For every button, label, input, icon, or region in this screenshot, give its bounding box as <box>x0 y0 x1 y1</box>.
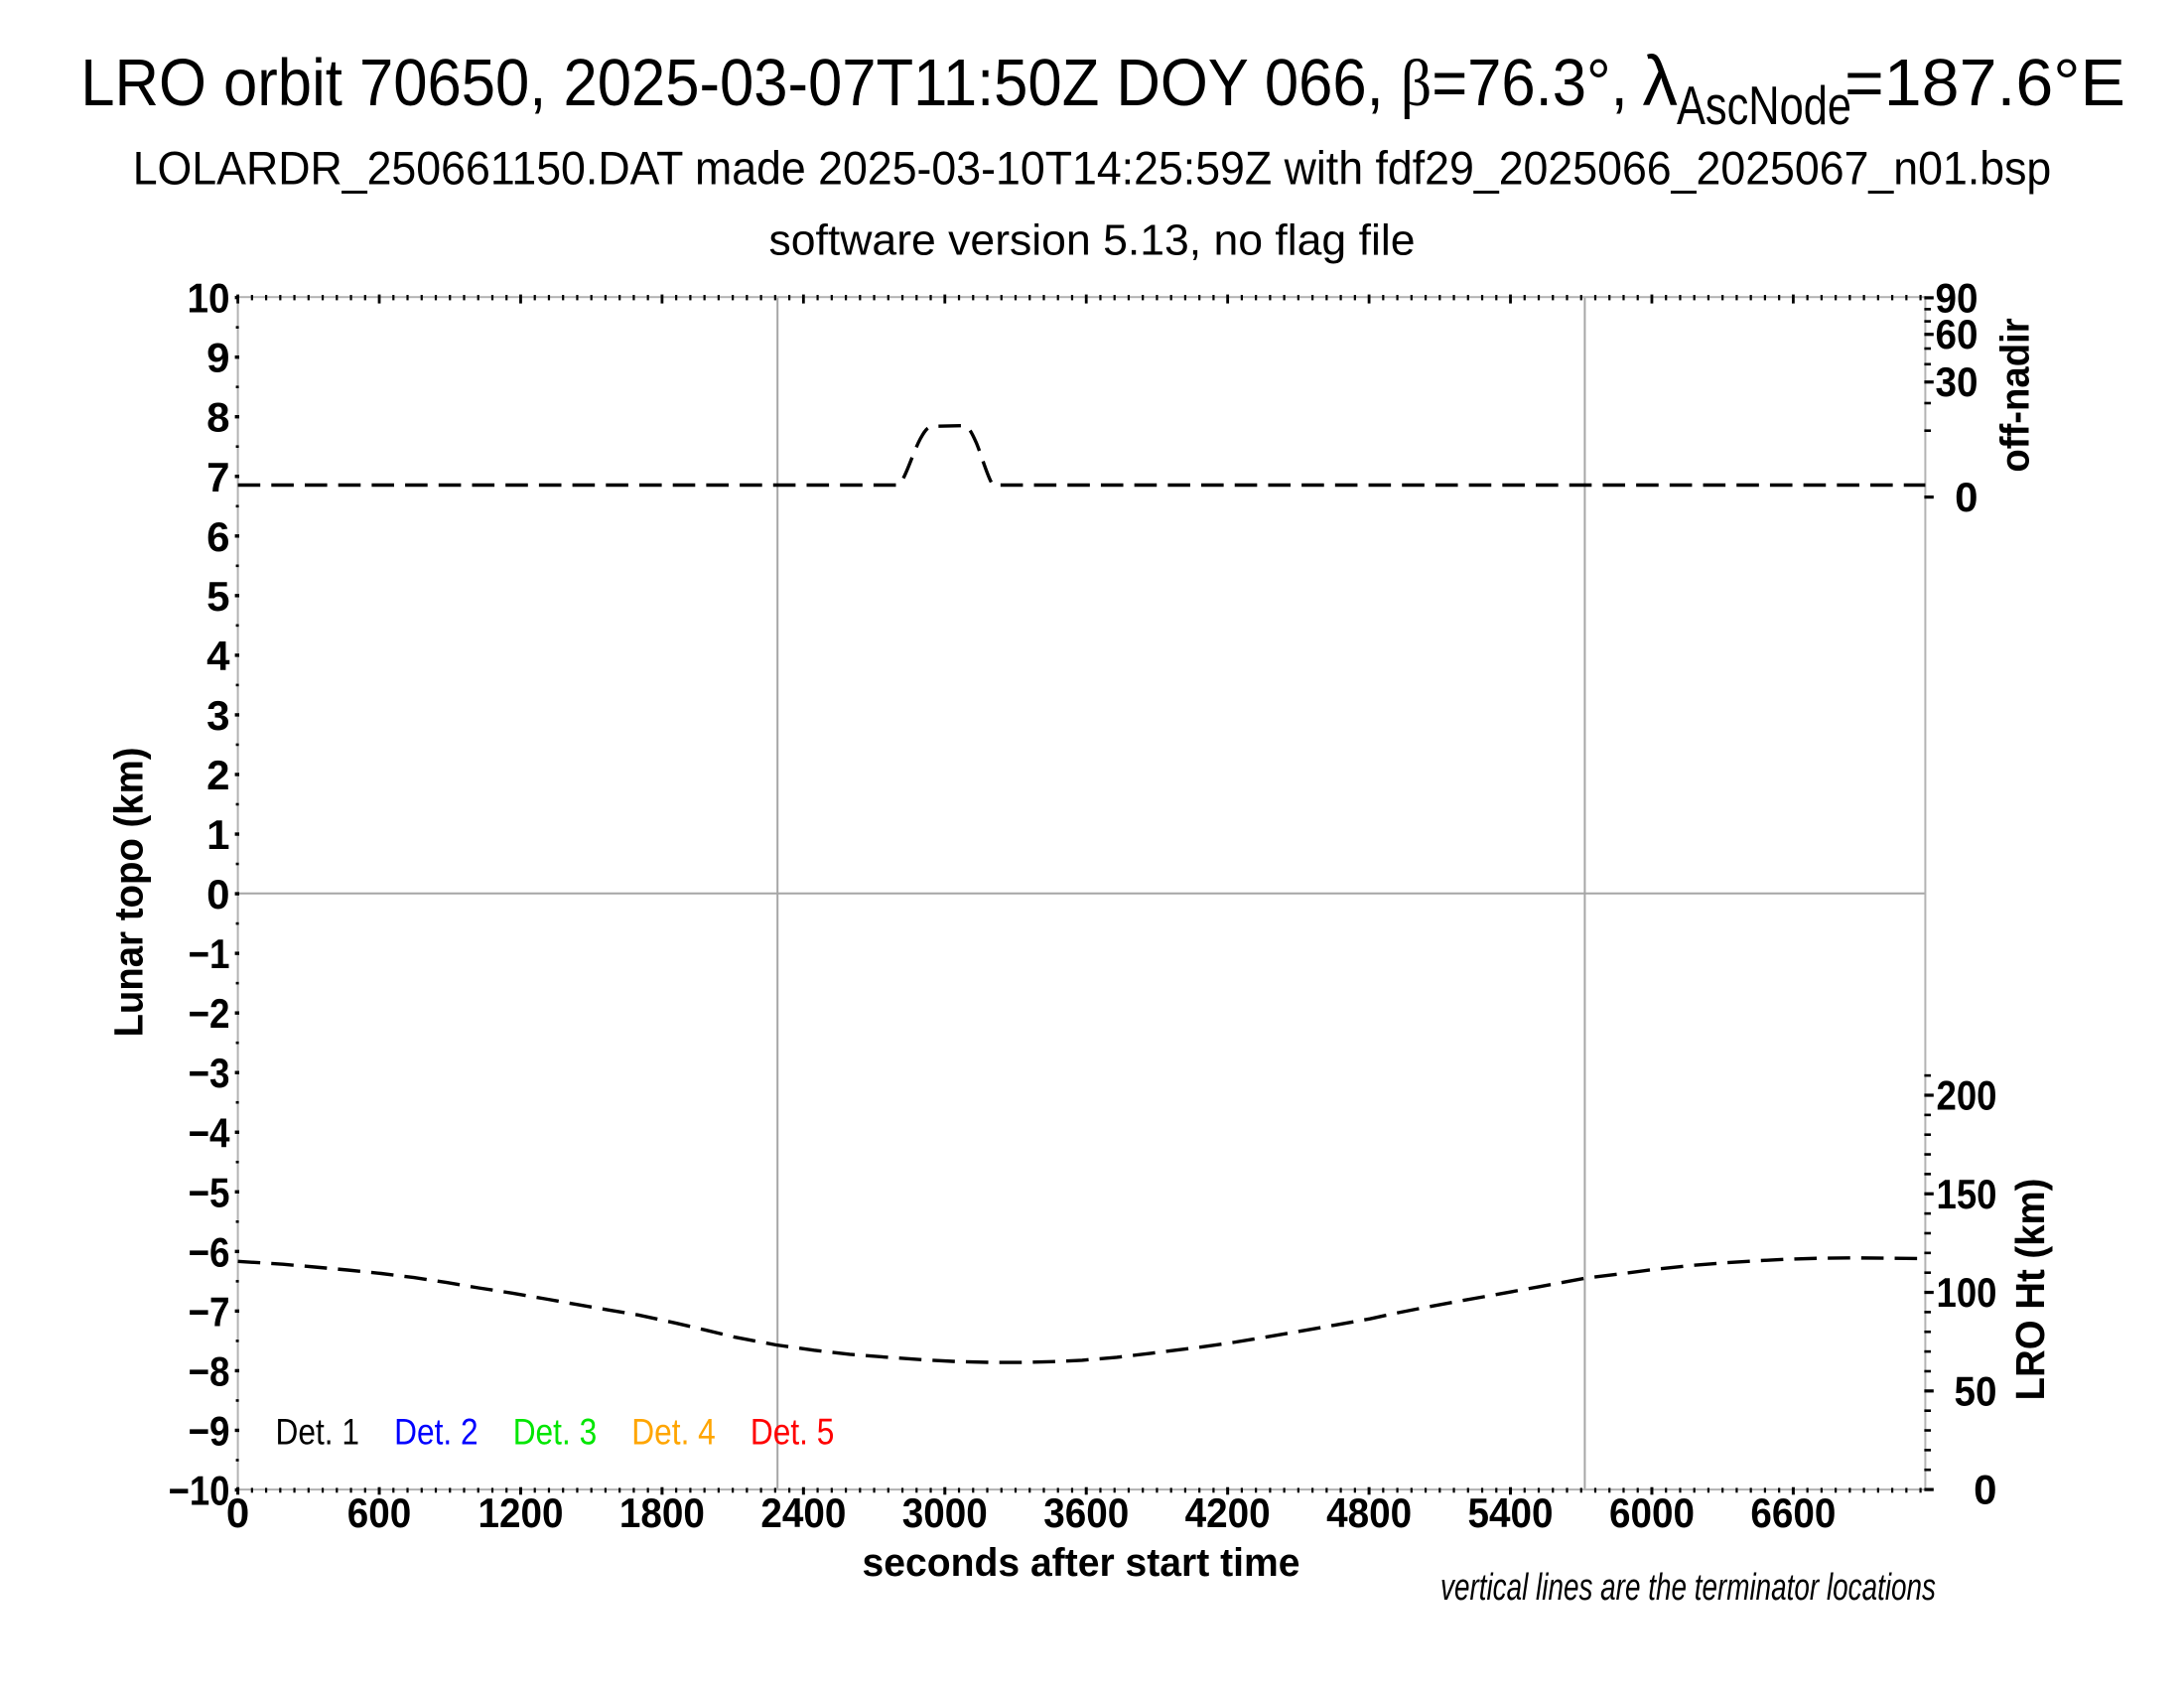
svg-text:software version 5.13, no flag: software version 5.13, no flag file <box>769 217 1416 265</box>
svg-text:Det. 2: Det. 2 <box>394 1410 478 1452</box>
svg-text:2: 2 <box>206 752 229 798</box>
svg-text:0: 0 <box>226 1489 249 1536</box>
svg-text:3600: 3600 <box>1043 1489 1129 1536</box>
svg-text:−6: −6 <box>189 1228 230 1275</box>
svg-text:3000: 3000 <box>902 1489 988 1536</box>
svg-text:Lunar topo (km): Lunar topo (km) <box>106 748 152 1038</box>
svg-text:Det. 3: Det. 3 <box>513 1410 598 1452</box>
svg-text:4: 4 <box>206 633 230 679</box>
svg-text:7: 7 <box>206 454 229 500</box>
svg-text:10: 10 <box>188 275 230 322</box>
svg-text:0: 0 <box>206 871 229 917</box>
svg-text:λ: λ <box>1643 43 1679 121</box>
svg-text:seconds after start time: seconds after start time <box>863 1541 1300 1585</box>
svg-text:2400: 2400 <box>760 1489 846 1536</box>
svg-text:−2: −2 <box>189 990 230 1037</box>
svg-text:−1: −1 <box>189 930 230 977</box>
svg-text:4800: 4800 <box>1326 1489 1412 1536</box>
svg-text:60: 60 <box>1936 311 1979 357</box>
svg-text:200: 200 <box>1937 1071 1997 1118</box>
svg-text:6000: 6000 <box>1609 1489 1695 1536</box>
svg-text:−9: −9 <box>189 1407 230 1454</box>
svg-text:5: 5 <box>206 573 229 620</box>
svg-text:−10: −10 <box>169 1468 230 1514</box>
svg-text:LRO Ht (km): LRO Ht (km) <box>2007 1179 2053 1401</box>
svg-text:150: 150 <box>1937 1171 1997 1217</box>
svg-text:−3: −3 <box>189 1050 230 1096</box>
svg-text:=187.6°E: =187.6°E <box>1844 46 2125 120</box>
svg-text:Det. 1: Det. 1 <box>276 1410 360 1452</box>
svg-text:3: 3 <box>206 692 229 739</box>
svg-text:8: 8 <box>206 394 229 441</box>
svg-text:0: 0 <box>1955 474 1978 520</box>
svg-text:6600: 6600 <box>1750 1489 1836 1536</box>
svg-text:100: 100 <box>1937 1269 1997 1316</box>
svg-text:1800: 1800 <box>619 1489 705 1536</box>
svg-text:6: 6 <box>206 513 229 560</box>
svg-text:−4: −4 <box>189 1109 231 1156</box>
svg-text:1200: 1200 <box>478 1489 563 1536</box>
svg-text:1: 1 <box>206 811 229 858</box>
svg-text:off-nadir: off-nadir <box>1992 318 2038 472</box>
svg-text:AscNode: AscNode <box>1677 74 1851 136</box>
svg-text:9: 9 <box>206 335 229 381</box>
svg-text:−8: −8 <box>189 1347 230 1394</box>
svg-text:Det. 5: Det. 5 <box>751 1410 835 1452</box>
svg-text:vertical lines are the termina: vertical lines are the terminator locati… <box>1440 1567 1936 1609</box>
svg-text:LOLARDR_250661150.DAT made 202: LOLARDR_250661150.DAT made 2025-03-10T14… <box>133 142 2052 195</box>
svg-text:−7: −7 <box>189 1288 230 1335</box>
svg-text:50: 50 <box>1955 1367 1997 1414</box>
svg-text:30: 30 <box>1936 358 1979 405</box>
svg-text:600: 600 <box>347 1489 412 1536</box>
svg-text:0: 0 <box>1974 1467 1996 1513</box>
svg-text:Det. 4: Det. 4 <box>631 1410 716 1452</box>
svg-text:90: 90 <box>1936 274 1979 321</box>
svg-text:−5: −5 <box>189 1169 230 1215</box>
svg-text:LRO orbit 70650, 2025-03-07T11: LRO orbit 70650, 2025-03-07T11:50Z DOY 0… <box>80 46 1628 120</box>
svg-text:5400: 5400 <box>1468 1489 1554 1536</box>
svg-text:4200: 4200 <box>1185 1489 1271 1536</box>
